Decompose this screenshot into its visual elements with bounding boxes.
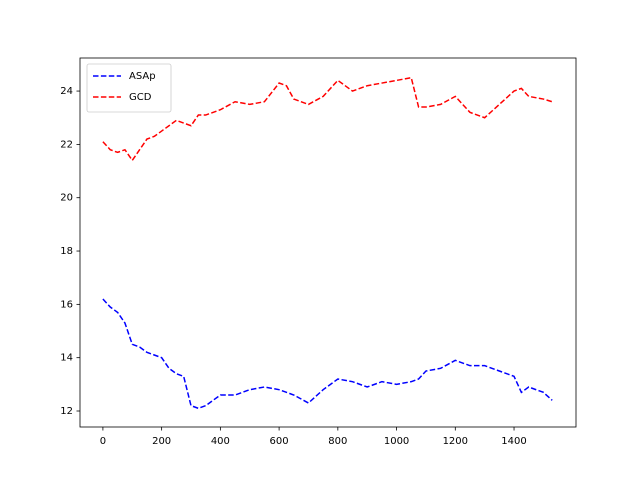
y-tick-label: 16 — [60, 299, 73, 310]
legend-label: GCD — [129, 92, 152, 103]
x-tick-label: 400 — [211, 436, 230, 447]
legend-label: ASAp — [129, 71, 156, 82]
x-tick-label: 200 — [152, 436, 171, 447]
x-tick-label: 1000 — [384, 436, 409, 447]
y-tick-label: 12 — [60, 406, 73, 417]
y-tick-label: 18 — [60, 246, 73, 257]
data-line — [102, 76, 553, 162]
y-tick-label: 20 — [60, 193, 73, 204]
x-tick-label: 1400 — [501, 436, 526, 447]
y-tick-label: 24 — [60, 86, 73, 97]
plot-frame — [79, 57, 577, 428]
x-tick-label: 1200 — [443, 436, 468, 447]
data-line — [102, 298, 553, 410]
x-tick-label: 600 — [270, 436, 289, 447]
y-tick-label: 22 — [60, 139, 73, 150]
x-tick-label: 0 — [100, 436, 106, 447]
y-tick-label: 14 — [60, 353, 73, 364]
x-tick-label: 800 — [328, 436, 347, 447]
legend-box — [86, 63, 172, 113]
